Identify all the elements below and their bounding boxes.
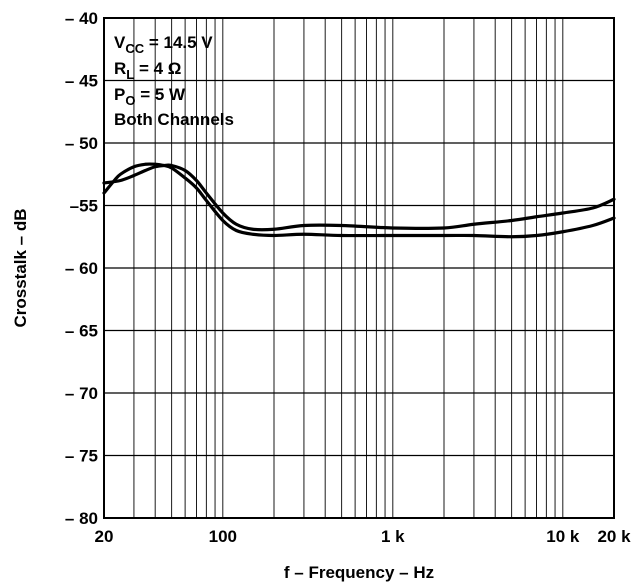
x-tick-label: 20 xyxy=(95,527,114,546)
y-tick-label: – 45 xyxy=(65,72,98,91)
y-tick-label: –55 xyxy=(70,197,98,216)
annotation-channels: Both Channels xyxy=(114,110,234,129)
y-tick-label: – 60 xyxy=(65,259,98,278)
y-tick-label: – 80 xyxy=(65,509,98,528)
y-tick-label: – 70 xyxy=(65,384,98,403)
y-tick-label: – 65 xyxy=(65,322,98,341)
y-tick-label: – 75 xyxy=(65,447,98,466)
annotation-po: PO = 5 W xyxy=(114,85,186,108)
annotation-box: VCC = 14.5 V RL = 4 Ω PO = 5 W Both Chan… xyxy=(114,33,234,129)
y-tick-label: – 50 xyxy=(65,134,98,153)
x-tick-label: 100 xyxy=(209,527,237,546)
y-axis-label: Crosstalk – dB xyxy=(11,208,30,327)
annotation-vcc: VCC = 14.5 V xyxy=(114,33,213,56)
plot-frame xyxy=(103,17,615,519)
x-axis-label: f – Frequency – Hz xyxy=(284,563,434,582)
series-line-1 xyxy=(102,163,616,232)
x-tick-labels: 20 100 1 k 10 k 20 k xyxy=(95,527,632,546)
series-line-2 xyxy=(102,162,616,239)
x-tick-label: 10 k xyxy=(546,527,580,546)
y-tick-labels: – 40 – 45 – 50 –55 – 60 – 65 – 70 – 75 – 80 xyxy=(65,9,98,528)
y-tick-label: – 40 xyxy=(65,9,98,28)
x-tick-label: 1 k xyxy=(381,527,405,546)
series-layer xyxy=(102,162,616,239)
x-tick-label: 20 k xyxy=(597,527,631,546)
grid xyxy=(104,18,614,518)
annotation-rl: RL = 4 Ω xyxy=(114,59,181,82)
